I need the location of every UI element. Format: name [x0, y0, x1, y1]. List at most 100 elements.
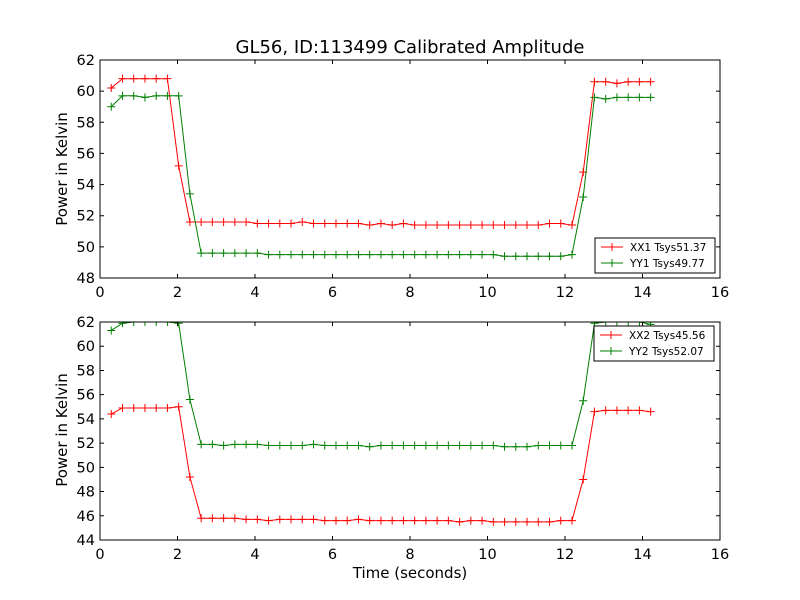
- data-point: [275, 441, 284, 450]
- data-point: [612, 406, 621, 415]
- data-point: [376, 441, 385, 450]
- data-point: [230, 217, 239, 226]
- y-tick-label: 58: [77, 363, 95, 379]
- chart-title: GL56, ID:113499 Calibrated Amplitude: [236, 37, 585, 58]
- data-point: [376, 250, 385, 259]
- data-point: [107, 102, 116, 111]
- data-point: [253, 219, 262, 228]
- data-point: [624, 406, 633, 415]
- data-point: [140, 403, 149, 412]
- data-point: [567, 221, 576, 230]
- top-y-axis-label: Power in Kelvin: [53, 112, 71, 226]
- data-point: [388, 441, 397, 450]
- series-1: [107, 74, 655, 230]
- y-tick-label: 46: [77, 509, 95, 525]
- data-point: [489, 250, 498, 259]
- data-point: [264, 516, 273, 525]
- data-point: [421, 250, 430, 259]
- x-tick-label: 10: [478, 547, 496, 563]
- top-panel: 0 2 4 6 8 10 12 14 16 48 50 52 54 56 58 60 62 XX1 Tsys51.…: [77, 53, 730, 301]
- data-point: [601, 322, 610, 326]
- data-point: [635, 322, 644, 326]
- data-point: [523, 517, 532, 526]
- data-point: [478, 516, 487, 525]
- data-point: [287, 219, 296, 228]
- y-tick-label: 56: [77, 388, 95, 404]
- data-point: [399, 441, 408, 450]
- data-point: [545, 252, 554, 261]
- data-point: [601, 94, 610, 103]
- data-point: [152, 74, 161, 83]
- legend: XX2 Tsys45.56 YY2 Tsys52.07: [593, 325, 715, 362]
- data-point: [567, 441, 576, 450]
- x-tick-label: 2: [173, 547, 182, 563]
- y-tick-label: 54: [77, 178, 95, 194]
- data-point: [635, 77, 644, 86]
- data-point: [624, 322, 633, 326]
- data-point: [343, 250, 352, 259]
- data-point: [421, 516, 430, 525]
- data-point: [444, 516, 453, 525]
- data-point: [208, 440, 217, 449]
- data-point: [444, 441, 453, 450]
- data-point: [298, 250, 307, 259]
- data-point: [612, 322, 621, 326]
- legend-box: [594, 237, 716, 274]
- series-2: [107, 91, 655, 261]
- data-point: [129, 74, 138, 83]
- y-tick-label: 48: [77, 271, 95, 287]
- data-point: [500, 517, 509, 526]
- data-point: [433, 221, 442, 230]
- data-point: [129, 91, 138, 100]
- data-point: [287, 250, 296, 259]
- data-point: [219, 441, 228, 450]
- data-point: [534, 441, 543, 450]
- data-point: [230, 514, 239, 523]
- data-point: [590, 77, 599, 86]
- data-point: [534, 252, 543, 261]
- data-point: [298, 441, 307, 450]
- data-point: [343, 219, 352, 228]
- data-point: [208, 217, 217, 226]
- data-point: [410, 250, 419, 259]
- x-tick-label: 12: [556, 285, 574, 301]
- data-point: [365, 221, 374, 230]
- data-point: [612, 79, 621, 88]
- data-point: [410, 516, 419, 525]
- data-point: [410, 221, 419, 230]
- data-point: [197, 249, 206, 258]
- x-tick-label: 14: [633, 547, 651, 563]
- data-point: [489, 441, 498, 450]
- data-point: [388, 221, 397, 230]
- data-point: [433, 441, 442, 450]
- data-point: [208, 249, 217, 258]
- data-point: [556, 516, 565, 525]
- data-point: [612, 93, 621, 102]
- x-tick-label: 6: [328, 285, 337, 301]
- data-point: [140, 74, 149, 83]
- data-point: [343, 441, 352, 450]
- y-tick-label: 44: [77, 533, 95, 549]
- data-point: [163, 91, 172, 100]
- data-point: [365, 516, 374, 525]
- data-point: [500, 221, 509, 230]
- data-point: [197, 514, 206, 523]
- data-point: [185, 189, 194, 198]
- data-point: [523, 252, 532, 261]
- data-point: [635, 406, 644, 415]
- x-tick-label: 6: [328, 547, 337, 563]
- data-point: [534, 221, 543, 230]
- data-point: [489, 517, 498, 526]
- x-tick-label: 16: [711, 547, 729, 563]
- data-point: [354, 515, 363, 524]
- data-point: [556, 252, 565, 261]
- y-tick-label: 50: [77, 240, 95, 256]
- data-point: [163, 322, 172, 326]
- data-point: [421, 221, 430, 230]
- data-point: [635, 93, 644, 102]
- data-point: [253, 249, 262, 258]
- data-point: [624, 77, 633, 86]
- data-point: [107, 410, 116, 419]
- data-point: [174, 91, 183, 100]
